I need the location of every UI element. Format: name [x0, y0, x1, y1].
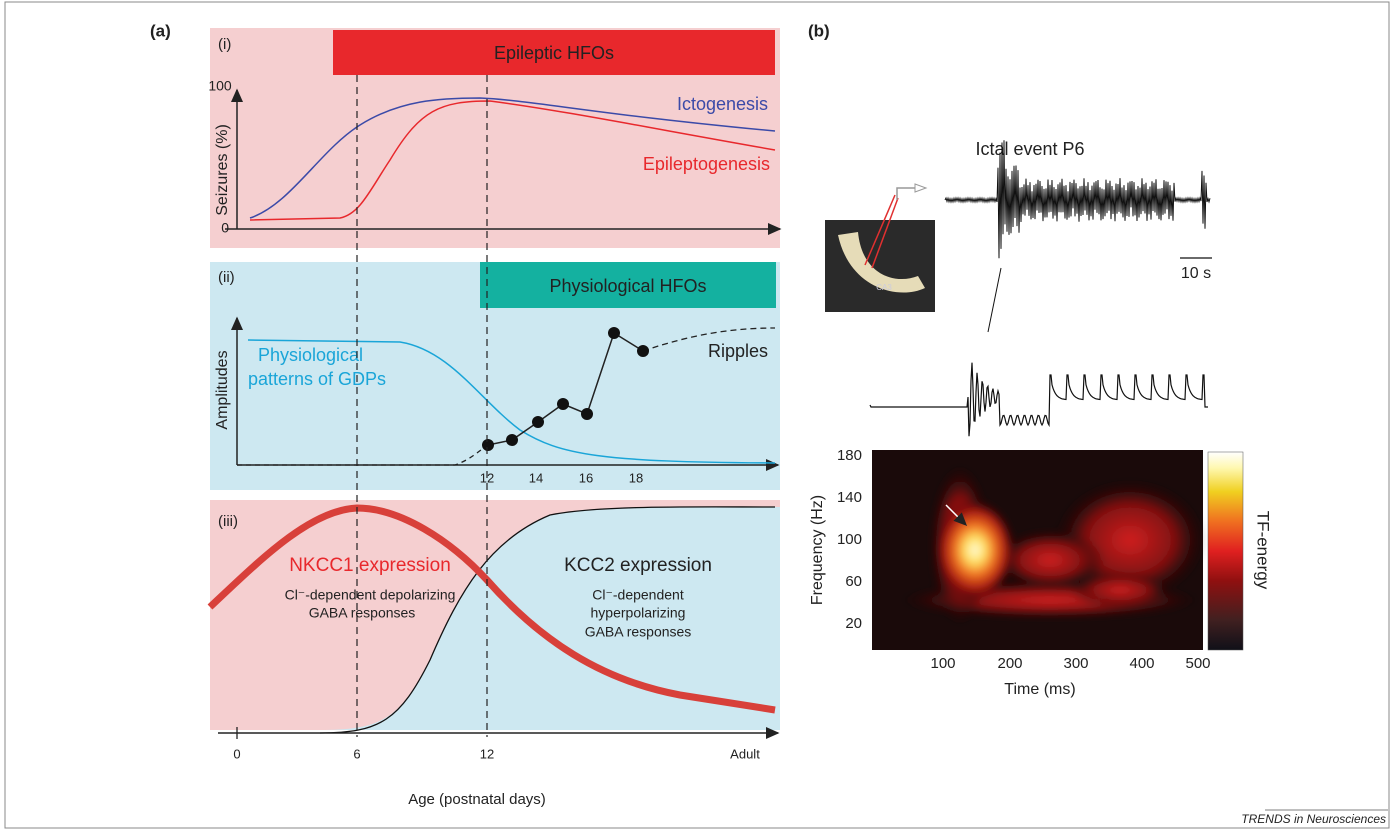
y-tick-label: 180 [837, 447, 862, 464]
y-tick-label: 20 [845, 615, 862, 632]
x-tick-label: 0 [233, 746, 240, 761]
slice-photo [825, 220, 935, 312]
region-text: hyperpolarizing [591, 605, 686, 621]
bar-label: Physiological HFOs [549, 276, 706, 296]
hfo-bar [480, 262, 776, 308]
ripples-dots [482, 327, 649, 451]
colorbar-label: TF-energy [1254, 511, 1273, 590]
y-bottom: 0 [221, 220, 229, 236]
tick-label: 16 [579, 470, 593, 485]
tick-label: 14 [529, 470, 543, 485]
x-tick-label: 6 [353, 746, 360, 761]
x-tick-label: 400 [1129, 655, 1154, 672]
kcc2-curve [319, 506, 776, 734]
x-tick-label: Adult [730, 746, 760, 761]
bar-label: Epileptic HFOs [494, 43, 614, 63]
y-label: Amplitudes [214, 350, 231, 429]
panel-label: (a) [150, 21, 171, 40]
spectrogram-energy [900, 465, 1205, 625]
tick-label: 18 [629, 470, 643, 485]
trace-title: Ictal event P6 [975, 139, 1084, 159]
ictogenesis-curve [249, 97, 776, 219]
region-text: Cl⁻-dependent [592, 587, 684, 603]
region-title: NKCC1 expression [289, 555, 451, 576]
panel-label: (b) [808, 21, 830, 40]
scale-label: 10 s [1181, 265, 1211, 282]
x-tick-label: 200 [997, 655, 1022, 672]
x-tick-label: 500 [1185, 655, 1210, 672]
kcc2-region [320, 506, 780, 730]
y-tick-label: 60 [845, 573, 862, 590]
y-tick-label: 140 [837, 489, 862, 506]
zoom-line [987, 267, 1002, 333]
y-label: Seizures (%) [214, 124, 231, 216]
electrode [864, 194, 896, 266]
sub-label: (ii) [218, 269, 235, 286]
region-text: Cl⁻-dependent depolarizing [285, 587, 456, 603]
region-title: KCC2 expression [564, 555, 712, 576]
curve-label: patterns of GDPs [248, 369, 386, 389]
nkcc1-curve [207, 504, 776, 714]
region-text: GABA responses [309, 605, 416, 621]
ictal-trace [944, 140, 1211, 259]
x-label: Age (postnatal days) [408, 791, 546, 808]
colorbar [1207, 451, 1244, 651]
annotation-arrow [945, 504, 968, 527]
curve-label: Epileptogenesis [643, 154, 770, 174]
curve-label: Physiological [258, 345, 363, 365]
electrode [871, 197, 899, 269]
footer: TRENDS in Neurosciences [1241, 812, 1386, 826]
x-tick-label: 100 [930, 655, 955, 672]
y-tick-label: 100 [837, 531, 862, 548]
x-tick-label: 300 [1063, 655, 1088, 672]
sub-label: (iii) [218, 513, 238, 530]
y-top: 100 [208, 78, 232, 94]
frame [4, 1, 1390, 829]
electrode-wire [896, 187, 915, 200]
hfo-bar [333, 30, 775, 75]
zoom-trace [869, 362, 1208, 437]
sub-label: (i) [218, 36, 231, 53]
y-label: Frequency (Hz) [809, 495, 826, 605]
x-label: Time (ms) [1004, 681, 1075, 698]
wire-arrow [914, 183, 928, 193]
curve-label: Ictogenesis [677, 94, 768, 114]
epileptogenesis-curve [249, 100, 776, 221]
x-tick-label: 12 [480, 746, 494, 761]
region-text: GABA responses [585, 624, 692, 640]
slice-label: CA3 [876, 283, 892, 292]
curve-label: Ripples [708, 341, 768, 361]
slice [838, 232, 925, 293]
